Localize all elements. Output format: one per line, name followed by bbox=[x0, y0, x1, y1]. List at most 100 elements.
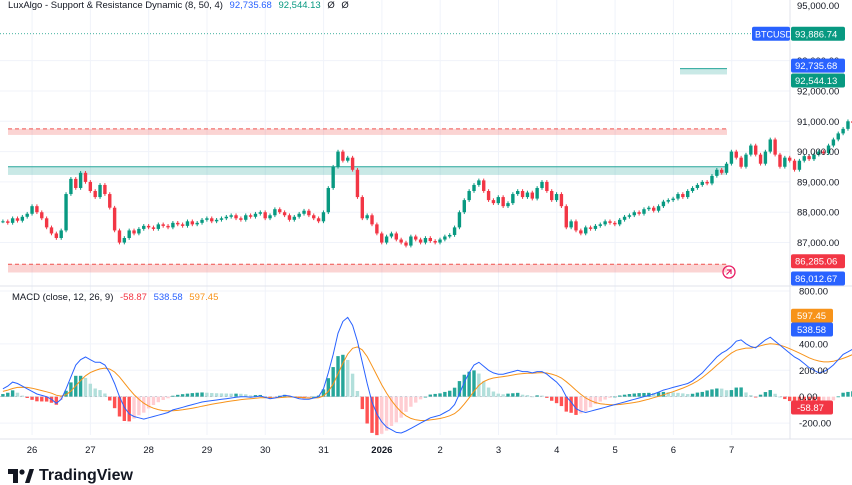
macd-histogram-bar[interactable] bbox=[418, 396, 423, 400]
macd-histogram-bar[interactable] bbox=[312, 396, 316, 398]
candle-body[interactable] bbox=[423, 238, 428, 243]
macd-histogram-bar[interactable] bbox=[423, 396, 428, 398]
candle-body[interactable] bbox=[467, 191, 471, 201]
macd-histogram-bar[interactable] bbox=[244, 394, 248, 397]
macd-histogram-bar[interactable] bbox=[627, 394, 632, 397]
candle-body[interactable] bbox=[462, 200, 466, 213]
candle-body[interactable] bbox=[166, 225, 170, 228]
candle-body[interactable] bbox=[25, 213, 29, 217]
candle-body[interactable] bbox=[307, 210, 311, 216]
candle-body[interactable] bbox=[360, 197, 365, 219]
candle-body[interactable] bbox=[603, 221, 607, 225]
macd-histogram-bar[interactable] bbox=[161, 396, 165, 400]
candle-body[interactable] bbox=[117, 230, 122, 243]
candle-body[interactable] bbox=[452, 227, 457, 235]
macd-histogram-bar[interactable] bbox=[690, 393, 695, 397]
macd-histogram-bar[interactable] bbox=[44, 396, 49, 402]
candle-body[interactable] bbox=[550, 191, 554, 201]
candle-body[interactable] bbox=[472, 184, 476, 192]
candle-body[interactable] bbox=[156, 224, 161, 229]
macd-histogram-bar[interactable] bbox=[749, 395, 753, 397]
macd-histogram-bar[interactable] bbox=[142, 396, 146, 413]
candle-body[interactable] bbox=[506, 203, 510, 207]
macd-histogram-bar[interactable] bbox=[346, 359, 350, 397]
macd-histogram-bar[interactable] bbox=[137, 396, 141, 416]
candle-body[interactable] bbox=[797, 160, 802, 170]
candle-body[interactable] bbox=[418, 239, 423, 243]
candle-body[interactable] bbox=[438, 239, 442, 243]
macd-histogram-bar[interactable] bbox=[103, 393, 107, 397]
candle-body[interactable] bbox=[812, 154, 816, 160]
macd-histogram-bar[interactable] bbox=[239, 393, 243, 397]
candle-body[interactable] bbox=[98, 184, 102, 198]
macd-histogram-bar[interactable] bbox=[559, 396, 564, 407]
candle-body[interactable] bbox=[122, 238, 127, 243]
macd-histogram-bar[interactable] bbox=[214, 393, 219, 397]
candle-body[interactable] bbox=[622, 216, 627, 220]
macd-histogram-bar[interactable] bbox=[491, 391, 496, 397]
macd-histogram-bar[interactable] bbox=[399, 396, 403, 418]
candle-body[interactable] bbox=[724, 163, 729, 173]
macd-histogram-bar[interactable] bbox=[384, 396, 389, 431]
candle-body[interactable] bbox=[15, 218, 20, 221]
macd-histogram-bar[interactable] bbox=[676, 392, 680, 397]
candle-body[interactable] bbox=[282, 212, 287, 216]
candle-body[interactable] bbox=[817, 151, 821, 155]
candle-body[interactable] bbox=[681, 194, 685, 198]
macd-histogram-bar[interactable] bbox=[846, 391, 850, 397]
macd-histogram-bar[interactable] bbox=[156, 396, 161, 403]
candle-body[interactable] bbox=[229, 215, 233, 217]
candle-body[interactable] bbox=[263, 212, 267, 219]
macd-histogram-bar[interactable] bbox=[219, 393, 224, 397]
candle-body[interactable] bbox=[588, 227, 593, 229]
macd-histogram-bar[interactable] bbox=[584, 396, 588, 412]
macd-histogram-bar[interactable] bbox=[535, 395, 539, 397]
candle-body[interactable] bbox=[74, 178, 78, 188]
macd-histogram-bar[interactable] bbox=[151, 396, 156, 406]
macd-histogram-bar[interactable] bbox=[88, 383, 93, 397]
macd-histogram-bar[interactable] bbox=[166, 396, 170, 399]
macd-histogram-bar[interactable] bbox=[569, 396, 573, 413]
candle-body[interactable] bbox=[559, 194, 564, 207]
candle-body[interactable] bbox=[593, 225, 598, 229]
candle-body[interactable] bbox=[297, 213, 301, 217]
zone-resistance[interactable] bbox=[8, 264, 727, 273]
candle-body[interactable] bbox=[380, 233, 384, 243]
macd-histogram-bar[interactable] bbox=[414, 396, 418, 403]
macd-histogram-bar[interactable] bbox=[326, 378, 331, 397]
macd-legend[interactable]: MACD (close, 12, 26, 9) -58.87 538.58 59… bbox=[12, 292, 222, 303]
candle-body[interactable] bbox=[787, 157, 792, 161]
candle-body[interactable] bbox=[355, 169, 360, 198]
macd-histogram-bar[interactable] bbox=[117, 396, 122, 417]
macd-histogram-bar[interactable] bbox=[146, 396, 151, 409]
macd-histogram-bar[interactable] bbox=[516, 392, 520, 397]
candle-body[interactable] bbox=[127, 230, 131, 239]
candle-body[interactable] bbox=[59, 230, 63, 239]
macd-histogram-bar[interactable] bbox=[428, 394, 432, 397]
macd-histogram-bar[interactable] bbox=[656, 392, 661, 397]
candle-body[interactable] bbox=[69, 178, 73, 195]
candle-body[interactable] bbox=[448, 234, 452, 237]
candle-body[interactable] bbox=[627, 215, 632, 217]
candle-body[interactable] bbox=[535, 187, 539, 199]
macd-histogram-bar[interactable] bbox=[540, 395, 544, 397]
candle-body[interactable] bbox=[647, 207, 651, 210]
candle-body[interactable] bbox=[346, 157, 350, 161]
candle-body[interactable] bbox=[428, 238, 432, 242]
macd-histogram-bar[interactable] bbox=[54, 396, 59, 405]
macd-histogram-bar[interactable] bbox=[744, 392, 748, 397]
candle-body[interactable] bbox=[807, 156, 811, 160]
candle-body[interactable] bbox=[491, 200, 496, 204]
visibility-icon-1[interactable]: Ø bbox=[327, 0, 335, 11]
macd-histogram-bar[interactable] bbox=[482, 381, 486, 397]
candle-body[interactable] bbox=[239, 218, 243, 220]
macd-histogram-bar[interactable] bbox=[10, 390, 15, 397]
candle-body[interactable] bbox=[734, 151, 738, 158]
macd-histogram-bar[interactable] bbox=[545, 396, 549, 398]
candle-body[interactable] bbox=[1, 221, 5, 223]
candle-body[interactable] bbox=[530, 192, 534, 199]
candle-body[interactable] bbox=[248, 215, 253, 217]
macd-histogram-bar[interactable] bbox=[778, 396, 782, 398]
zone-support[interactable] bbox=[8, 166, 727, 175]
candle-body[interactable] bbox=[44, 218, 49, 228]
